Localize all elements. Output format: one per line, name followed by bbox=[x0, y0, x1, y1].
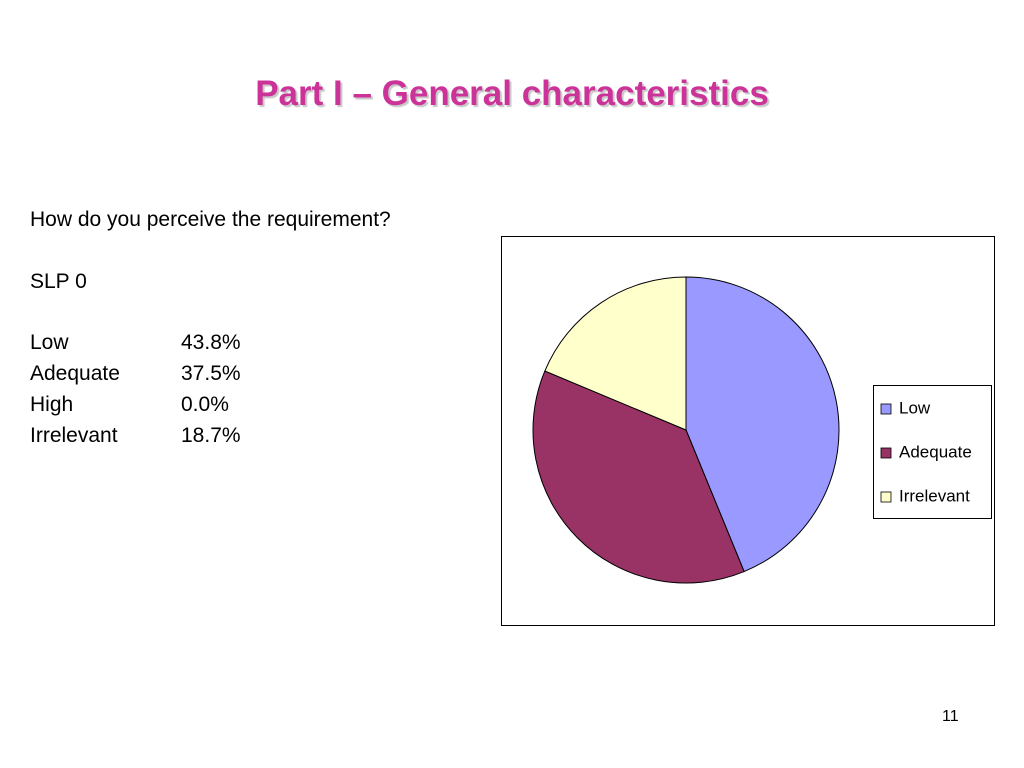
row-label: Irrelevant bbox=[30, 424, 118, 447]
slide-title: Part I – General characteristics bbox=[255, 74, 769, 113]
page-number: 11 bbox=[942, 708, 959, 725]
row-value: 18.7% bbox=[181, 424, 241, 447]
legend-swatch bbox=[880, 447, 892, 459]
legend-label: Adequate bbox=[899, 442, 972, 461]
subtitle: SLP 0 bbox=[30, 270, 87, 293]
row-label: Adequate bbox=[30, 362, 120, 385]
pie-slice bbox=[544, 276, 687, 431]
pie-slice bbox=[532, 370, 745, 584]
row-value: 37.5% bbox=[181, 362, 241, 385]
legend-label: Irrelevant bbox=[899, 486, 970, 505]
row-value: 43.8% bbox=[181, 331, 241, 354]
question: How do you perceive the requirement? bbox=[30, 208, 391, 231]
row-value: 0.0% bbox=[181, 393, 229, 416]
legend-box bbox=[873, 385, 992, 519]
legend-swatch bbox=[880, 403, 892, 415]
legend-label: Low bbox=[899, 398, 931, 417]
row-label: High bbox=[30, 393, 74, 416]
row-label: Low bbox=[30, 331, 69, 354]
pie-slice bbox=[685, 276, 840, 573]
legend-swatch bbox=[880, 491, 892, 503]
